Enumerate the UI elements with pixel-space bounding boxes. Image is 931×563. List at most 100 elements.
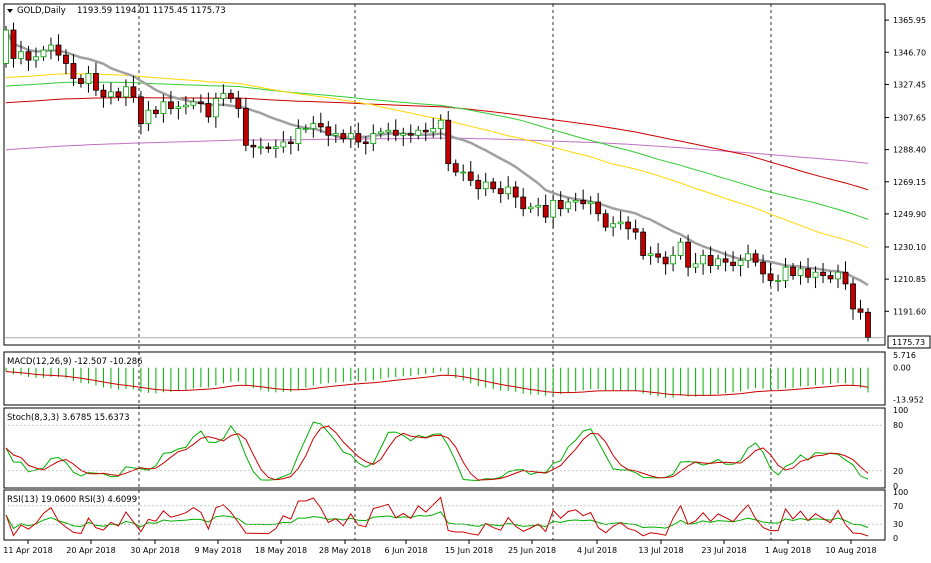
date-tick-label: 25 Jun 2018 (508, 546, 556, 555)
candle-body (812, 271, 819, 278)
macd-tick-label: 0.00 (893, 364, 911, 373)
date-tick-label: 28 May 2018 (319, 546, 371, 555)
candle-body (100, 89, 107, 98)
candle-body (48, 44, 54, 51)
candle-body (805, 268, 811, 278)
price-tick-label: 1249.90 (893, 210, 926, 219)
candle-body (775, 280, 781, 282)
candle-body (625, 221, 632, 230)
macd-title: MACD(12,26,9) -12.507 -10.286 (7, 357, 143, 367)
candle-body (437, 119, 444, 129)
candle-body (737, 260, 744, 266)
date-tick-label: 9 May 2018 (194, 546, 241, 555)
candle-body (782, 266, 789, 281)
candle-body (18, 51, 24, 59)
rsi-title: RSI(13) 19.0600 RSI(3) 4.6099 (7, 495, 137, 505)
rsi13-line (5, 511, 869, 530)
date-tick-label: 11 Apr 2018 (3, 546, 52, 555)
candle-body (505, 186, 512, 195)
candle-body (130, 86, 137, 98)
candle-body (640, 231, 647, 256)
candle-body (407, 133, 414, 136)
candle-body (557, 199, 564, 210)
candle-body (272, 146, 279, 150)
candle-body (63, 54, 69, 64)
symbol-label: GOLD,Daily (17, 6, 66, 16)
price-tick-label: 1365.95 (893, 16, 926, 25)
candle-body (670, 255, 677, 265)
candle-body (565, 201, 572, 210)
candle-body (662, 256, 669, 265)
price-tick-label: 1191.60 (893, 307, 926, 316)
macd-tick-label: -13.952 (893, 395, 924, 404)
candle-body (325, 126, 332, 136)
date-tick-label: 20 Apr 2018 (66, 546, 115, 555)
candle-body (647, 253, 654, 256)
candle-body (93, 73, 99, 91)
candle-body (752, 253, 759, 263)
stoch-main-line (5, 421, 869, 482)
candle-body (385, 129, 392, 133)
candle-body (722, 258, 729, 263)
candle-body (257, 146, 264, 149)
candle-body (250, 144, 257, 148)
candle-body (572, 199, 579, 203)
macd-panel-frame (3, 351, 886, 406)
candle-body (707, 255, 714, 266)
candle-body (527, 206, 534, 210)
macd-marks (5, 367, 869, 398)
candle-body (542, 204, 549, 218)
stoch-marks (5, 421, 869, 482)
candle-body (160, 101, 167, 114)
moving-average-line (4, 29, 869, 287)
rsi-panel-frame (3, 489, 886, 541)
candle-body (820, 271, 826, 276)
candle-body (145, 109, 152, 124)
date-tick-label: 6 Jun 2018 (384, 546, 427, 555)
triangle-down-icon[interactable] (7, 9, 13, 13)
candle-body (715, 258, 721, 266)
candle-body (55, 44, 62, 56)
candle-body (842, 271, 849, 285)
period-separators (138, 4, 772, 540)
price-panel-frame (3, 3, 886, 346)
price-tick-label: 1346.70 (893, 48, 926, 57)
candle-body (347, 133, 354, 139)
candle-body (235, 98, 242, 109)
candle-body (655, 253, 662, 258)
candle-body (685, 241, 692, 268)
candle-body (535, 204, 542, 208)
candle-body (295, 128, 302, 145)
moving-average-line (5, 81, 869, 220)
candle-body (153, 109, 159, 114)
price-tick-label: 1269.15 (893, 178, 926, 187)
date-tick-label: 1 Aug 2018 (765, 546, 811, 555)
candle-body (33, 56, 39, 61)
stoch-panel-frame (3, 407, 886, 489)
candle-body (317, 123, 324, 128)
chart-header[interactable]: GOLD,Daily 1193.59 1194.01 1175.45 1175.… (7, 6, 226, 16)
candle-body (115, 91, 122, 98)
candle-body (400, 133, 407, 136)
candle-body (632, 228, 639, 233)
candle-body (745, 253, 751, 261)
candle-body (310, 123, 317, 129)
candle-body (445, 119, 452, 165)
candle-body (595, 201, 602, 215)
candle-body (467, 171, 474, 181)
stoch-tick-label: 80 (893, 421, 903, 430)
candle-body (280, 141, 287, 148)
candle-body (610, 223, 617, 228)
candle-body (168, 101, 174, 109)
rsi-tick-label: 30 (893, 520, 903, 529)
moving-averages (4, 29, 869, 287)
candle-body (730, 261, 736, 266)
candles (3, 22, 885, 342)
rsi-tick-label: 70 (893, 502, 903, 511)
macd-tick-label: 5.716 (893, 351, 916, 360)
date-tick-label: 30 Apr 2018 (130, 546, 179, 555)
candle-body (490, 181, 497, 190)
candle-body (580, 199, 587, 205)
candle-body (40, 49, 47, 58)
